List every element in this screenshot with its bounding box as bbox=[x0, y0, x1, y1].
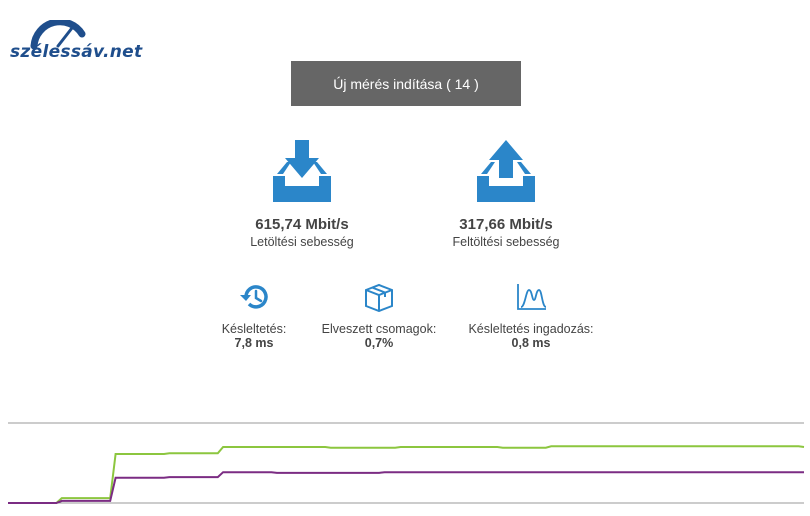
packet-loss-label: Elveszett csomagok: bbox=[321, 322, 437, 336]
upload-tray-icon bbox=[477, 140, 535, 202]
logo-text: szélessáv.net bbox=[10, 42, 143, 62]
download-panel: 615,74 Mbit/s Letöltési sebesség bbox=[202, 140, 402, 249]
latency-value: 7,8 ms bbox=[234, 336, 274, 350]
download-tray-icon bbox=[273, 140, 331, 202]
speedometer-arc-icon bbox=[30, 20, 86, 50]
package-box-icon bbox=[365, 283, 393, 312]
packet-loss-value: 0,7% bbox=[364, 336, 394, 350]
start-measurement-button[interactable]: Új mérés indítása ( 14 ) bbox=[291, 61, 521, 106]
jitter-value: 0,8 ms bbox=[511, 336, 551, 350]
upload-panel: 317,66 Mbit/s Feltöltési sebesség bbox=[406, 140, 606, 249]
latency-label: Késleltetés: bbox=[221, 322, 287, 336]
upload-speed-line bbox=[8, 471, 804, 504]
speed-history-chart bbox=[8, 422, 805, 504]
upload-speed-label: Feltöltési sebesség bbox=[452, 235, 560, 249]
latency-stat: Késleltetés: 7,8 ms bbox=[169, 282, 339, 350]
upload-speed-value: 317,66 Mbit/s bbox=[459, 216, 553, 233]
distribution-chart-icon bbox=[517, 284, 547, 310]
jitter-label: Késleltetés ingadozás: bbox=[468, 322, 594, 336]
site-logo[interactable]: szélessáv.net bbox=[8, 20, 148, 68]
history-clock-icon bbox=[240, 285, 268, 309]
jitter-stat: Késleltetés ingadozás: 0,8 ms bbox=[446, 282, 616, 350]
packet-loss-stat: Elveszett csomagok: 0,7% bbox=[294, 282, 464, 350]
download-speed-line bbox=[8, 445, 805, 504]
download-speed-value: 615,74 Mbit/s bbox=[255, 216, 349, 233]
download-speed-label: Letöltési sebesség bbox=[250, 235, 354, 249]
